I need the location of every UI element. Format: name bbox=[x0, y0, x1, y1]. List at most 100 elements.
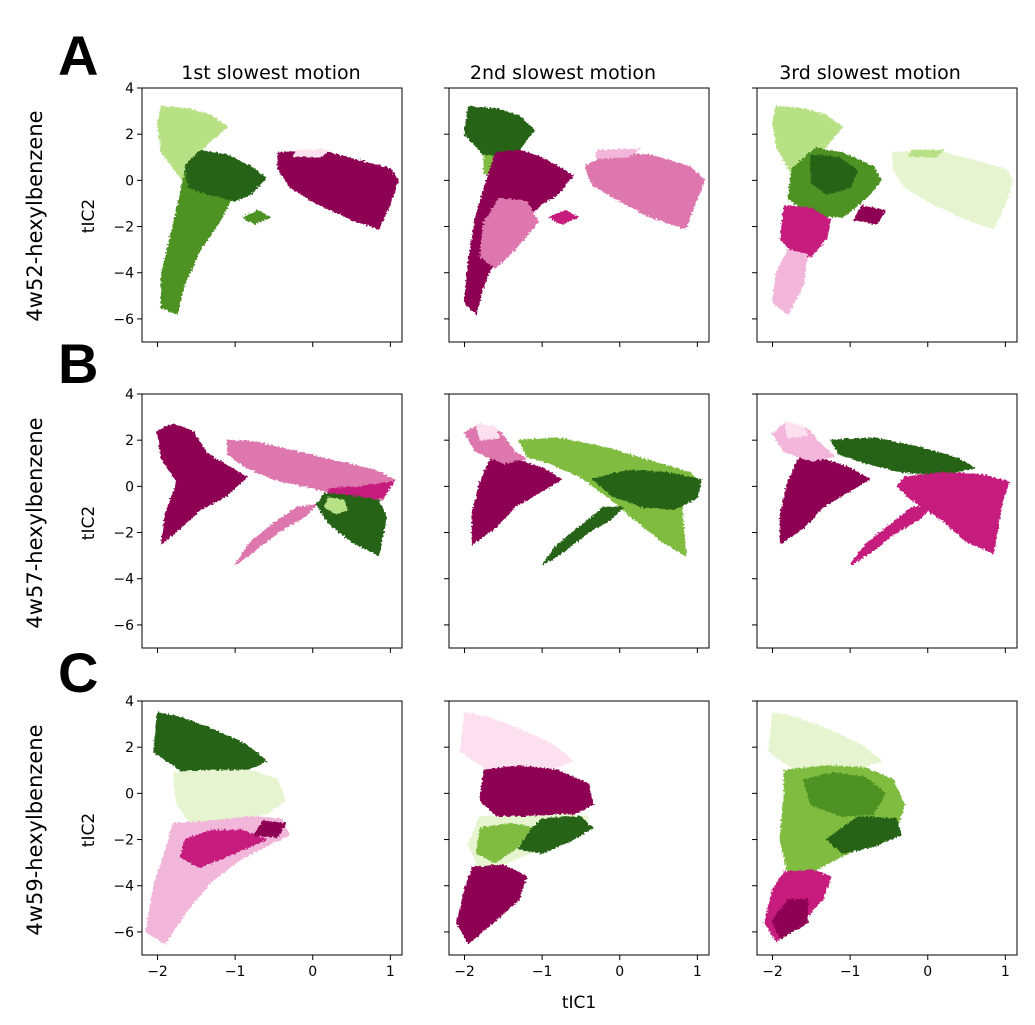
y-tick-label: 0 bbox=[125, 786, 134, 802]
panel-r3-c3: −2 −1 0 1 bbox=[752, 700, 1018, 980]
scatter-region-6 bbox=[292, 149, 330, 158]
y-tick-label: −6 bbox=[113, 312, 134, 328]
plot-frame bbox=[756, 700, 1018, 956]
plot-frame bbox=[141, 87, 403, 343]
y-axis-label-row-3: tIC2 bbox=[79, 813, 99, 847]
panel-letter-b: B bbox=[58, 332, 98, 395]
y-tick-label: −2 bbox=[113, 833, 134, 849]
panel-r1-c1: −6 −4 −2 0 2 4 bbox=[113, 81, 403, 347]
scatter-region-6 bbox=[771, 899, 808, 940]
x-tick-label: −1 bbox=[840, 964, 861, 980]
x-tick-label: 0 bbox=[615, 964, 624, 980]
scatter-region-3 bbox=[475, 423, 501, 441]
y-tick-label: 4 bbox=[125, 694, 134, 710]
plot-frame bbox=[448, 87, 710, 343]
y-tick-label: −2 bbox=[113, 526, 134, 542]
y-tick-label: −4 bbox=[113, 266, 134, 282]
scatter-region-1 bbox=[153, 711, 268, 774]
scatter-region-4 bbox=[475, 822, 536, 864]
scatter-region-5 bbox=[853, 205, 886, 225]
y-tick-label: −4 bbox=[113, 879, 134, 895]
scatter-region-8 bbox=[907, 149, 945, 158]
y-tick-label: −4 bbox=[113, 572, 134, 588]
plot-frame bbox=[141, 700, 403, 956]
scatter-region-3 bbox=[802, 772, 886, 818]
row-label-4w52: 4w52-hexylbenzene bbox=[23, 110, 47, 321]
scatter-region-1 bbox=[156, 423, 248, 546]
panel-r3-c2: −2 −1 0 1 bbox=[444, 700, 710, 980]
x-axis-label: tIC1 bbox=[562, 993, 596, 1013]
scatter-region-7 bbox=[596, 148, 641, 159]
scatter-region-4 bbox=[479, 198, 539, 269]
y-tick-label: 0 bbox=[125, 479, 134, 495]
scatter-region-5 bbox=[277, 149, 399, 230]
plot-frame bbox=[756, 87, 1018, 343]
scatter-region-5 bbox=[253, 820, 287, 838]
y-tick-label: 0 bbox=[125, 173, 134, 189]
x-tick-label: −2 bbox=[454, 964, 475, 980]
column-title-2: 2nd slowest motion bbox=[470, 62, 656, 84]
scatter-region-5 bbox=[518, 815, 594, 854]
y-tick-label: 2 bbox=[125, 740, 134, 756]
scatter-region-1 bbox=[460, 711, 575, 771]
column-title-3: 3rd slowest motion bbox=[779, 62, 961, 84]
y-axis-label-row-1: tIC2 bbox=[79, 199, 99, 233]
panel-letter-a: A bbox=[58, 24, 98, 87]
row-label-4w59: 4w59-hexylbenzene bbox=[23, 724, 47, 935]
scatter-region-4 bbox=[518, 437, 702, 557]
panel-r1-c3 bbox=[752, 87, 1018, 347]
scatter-region-3 bbox=[184, 149, 267, 202]
scatter-region-1 bbox=[463, 105, 536, 158]
x-tick-label: 1 bbox=[1001, 964, 1010, 980]
panel-r2-c1: −6 −4 −2 0 2 4 bbox=[113, 387, 403, 653]
scatter-region-3 bbox=[810, 154, 859, 195]
scatter-region-4 bbox=[241, 209, 272, 225]
x-tick-label: 0 bbox=[308, 964, 317, 980]
scatter-region-4 bbox=[234, 504, 318, 566]
y-tick-label: 4 bbox=[125, 387, 134, 403]
plot-frame bbox=[141, 393, 403, 649]
x-tick-label: −2 bbox=[147, 964, 168, 980]
scatter-region-5 bbox=[548, 209, 579, 225]
y-axis-label-row-2: tIC2 bbox=[79, 506, 99, 540]
plot-frame bbox=[448, 393, 710, 649]
x-tick-label: −1 bbox=[532, 964, 553, 980]
scatter-region-1 bbox=[471, 455, 563, 546]
scatter-region-6 bbox=[771, 249, 808, 316]
panel-r2-c3 bbox=[752, 393, 1018, 653]
scatter-region-6 bbox=[849, 506, 933, 566]
scatter-region-2 bbox=[479, 765, 594, 820]
y-tick-label: 2 bbox=[125, 127, 134, 143]
plot-frame bbox=[756, 393, 1018, 649]
panel-r3-c1: −2 −1 0 1 −6 −4 −2 0 2 4 bbox=[113, 694, 403, 980]
scatter-region-1 bbox=[768, 711, 883, 771]
scatter-region-4 bbox=[826, 815, 902, 854]
y-tick-label: 4 bbox=[125, 81, 134, 97]
scatter-region-2 bbox=[172, 769, 287, 827]
x-tick-label: 1 bbox=[693, 964, 702, 980]
scatter-region-3 bbox=[783, 421, 809, 439]
panel-letter-c: C bbox=[58, 641, 98, 704]
scatter-region-1 bbox=[779, 455, 871, 546]
panel-r2-c2 bbox=[444, 393, 710, 653]
x-tick-label: −2 bbox=[762, 964, 783, 980]
y-tick-label: −6 bbox=[113, 925, 134, 941]
x-tick-label: −1 bbox=[225, 964, 246, 980]
x-tick-label: 0 bbox=[923, 964, 932, 980]
plot-frame bbox=[448, 700, 710, 956]
y-tick-label: −2 bbox=[113, 220, 134, 236]
scatter-region-7 bbox=[892, 149, 1014, 230]
scatter-region-6 bbox=[456, 864, 528, 945]
scatter-region-6 bbox=[584, 152, 706, 230]
y-tick-label: 2 bbox=[125, 433, 134, 449]
panel-r1-c2 bbox=[444, 87, 710, 347]
y-tick-label: −6 bbox=[113, 618, 134, 634]
scatter-region-3 bbox=[145, 815, 291, 945]
row-label-4w57: 4w57-hexylbenzene bbox=[23, 417, 47, 628]
scatter-region-6 bbox=[323, 497, 349, 515]
scatter-region-5 bbox=[591, 469, 702, 511]
scatter-region-4 bbox=[829, 437, 976, 476]
column-title-1: 1st slowest motion bbox=[181, 62, 360, 84]
